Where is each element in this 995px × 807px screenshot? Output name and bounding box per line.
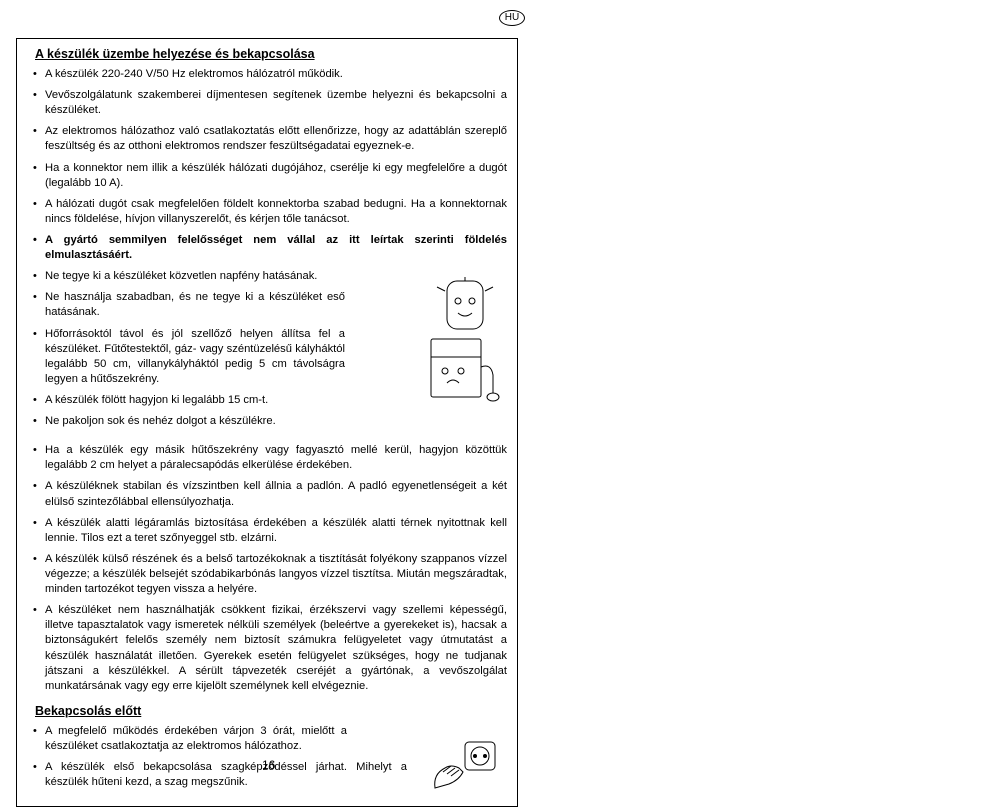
illustration-plug xyxy=(429,738,501,796)
section2-heading: Bekapcsolás előtt xyxy=(35,704,507,718)
bullet-item: A készülék alatti légáramlás biztosítása… xyxy=(27,516,507,546)
language-badge: HU xyxy=(499,10,525,26)
bullet-text: A készülék első bekapcsolása szagképződé… xyxy=(45,761,407,788)
bullet-item: Ha a készülék egy másik hűtőszekrény vag… xyxy=(27,443,507,473)
bullet-text: Hőforrásoktól távol és jól szellőző hely… xyxy=(45,327,345,387)
page-number: 16 xyxy=(262,758,275,772)
section1-list-cont: Ha a készülék egy másik hűtőszekrény vag… xyxy=(27,443,507,694)
bullet-item: A készülék 220-240 V/50 Hz elektromos há… xyxy=(27,67,507,82)
illustration-sunlight xyxy=(417,277,507,407)
section1-heading: A készülék üzembe helyezése és bekapcsol… xyxy=(35,47,507,61)
bullet-item: Vevőszolgálatunk szakemberei díjmentesen… xyxy=(27,88,507,118)
bullet-text: A megfelelő működés érdekében várjon 3 ó… xyxy=(45,725,347,752)
bullet-item: A hálózati dugót csak megfelelően földel… xyxy=(27,197,507,227)
bullet-item: Hőforrásoktól távol és jól szellőző hely… xyxy=(27,327,327,387)
bullet-item: A készüléket nem használhatják csökkent … xyxy=(27,603,507,694)
document-page: A készülék üzembe helyezése és bekapcsol… xyxy=(16,38,518,807)
bullet-item: Ne használja szabadban, és ne tegye ki a… xyxy=(27,290,327,320)
bullet-item: A készülék külső részének és a belső tar… xyxy=(27,552,507,597)
bullet-item-bold: A gyártó semmilyen felelősséget nem váll… xyxy=(27,233,507,263)
bullet-item: A készüléknek stabilan és vízszintben ke… xyxy=(27,479,507,509)
bullet-item: Ha a konnektor nem illik a készülék háló… xyxy=(27,161,507,191)
bullet-item: Ne pakoljon sok és nehéz dolgot a készül… xyxy=(27,414,507,429)
bullet-item: A megfelelő működés érdekében várjon 3 ó… xyxy=(27,724,347,754)
bullet-text: Ne használja szabadban, és ne tegye ki a… xyxy=(45,290,345,320)
bullet-item: Az elektromos hálózathoz való csatlakozt… xyxy=(27,124,507,154)
bullet-item: A készülék első bekapcsolása szagképződé… xyxy=(27,760,407,790)
